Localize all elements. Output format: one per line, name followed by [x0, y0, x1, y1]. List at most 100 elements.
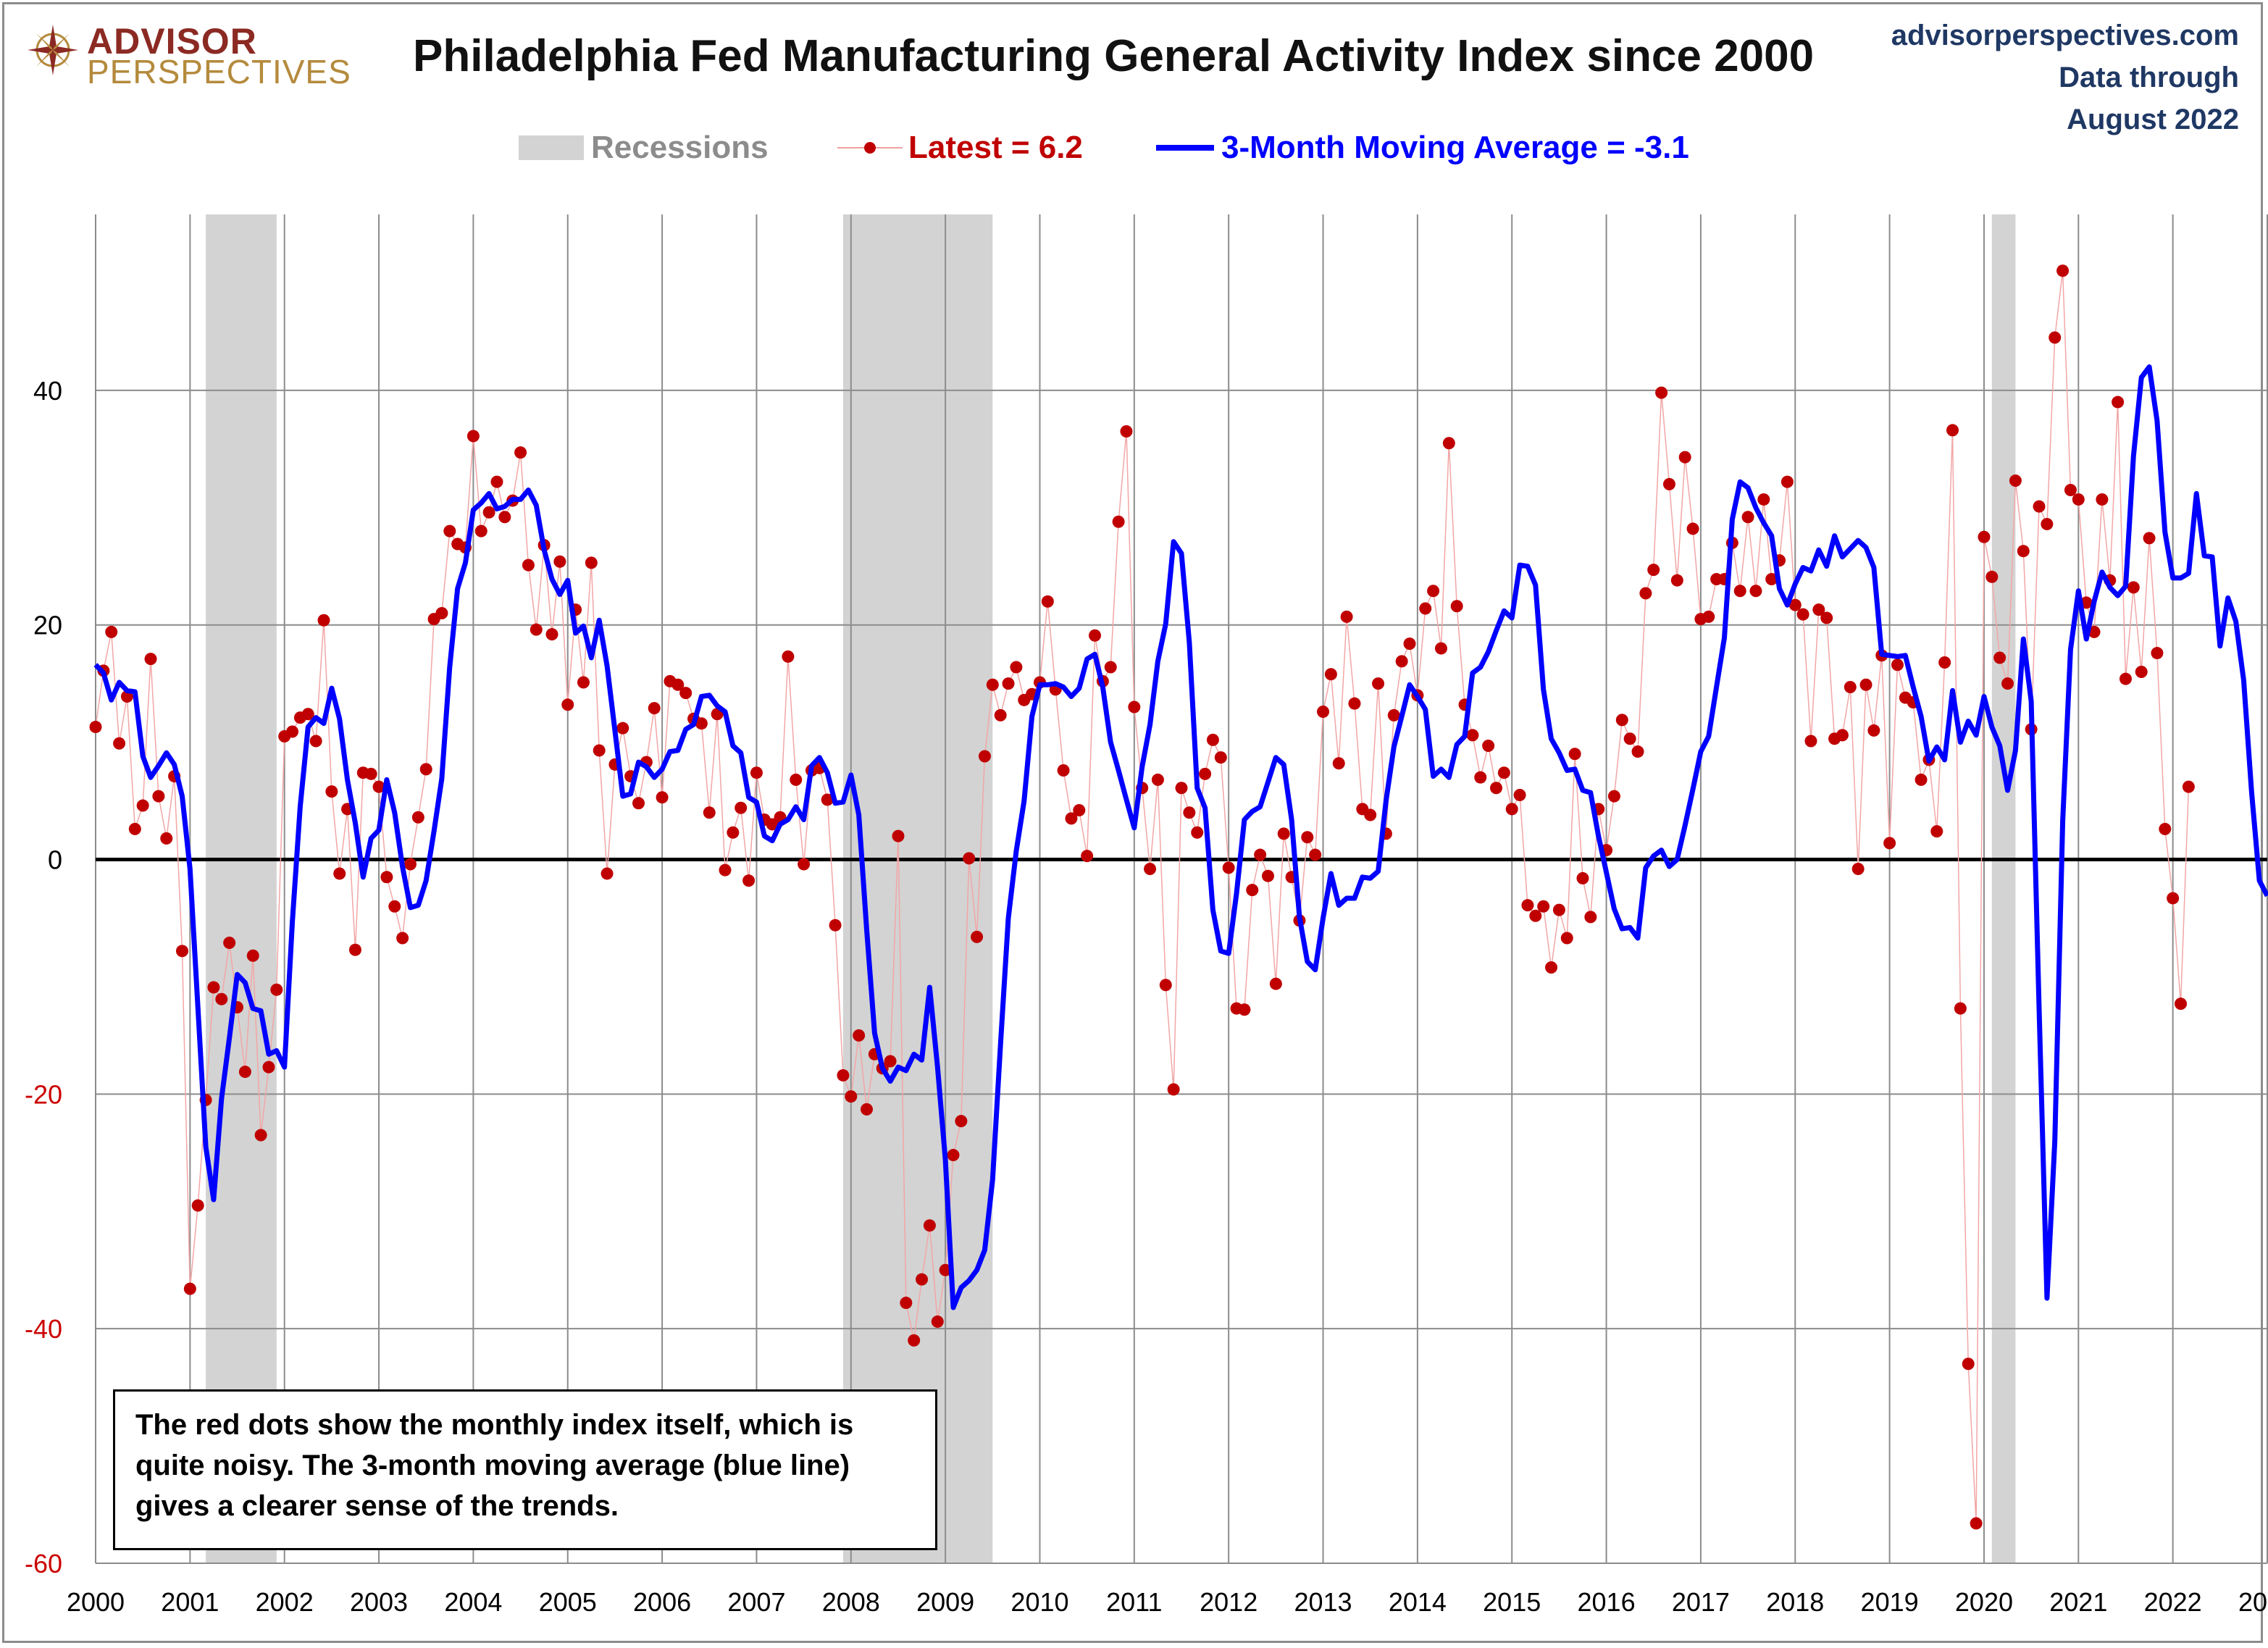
legend-recessions: Recessions: [519, 125, 769, 171]
monthly-dot-27: [301, 708, 314, 721]
monthly-dot-245: [2017, 545, 2030, 558]
monthly-dot-213: [1765, 573, 1778, 586]
monthly-dot-220: [1820, 611, 1833, 624]
x-tick-label-2015: 2015: [1483, 1587, 1541, 1617]
monthly-dot-54: [514, 446, 527, 459]
monthly-dot-60: [561, 698, 574, 711]
x-tick-label-2018: 2018: [1766, 1587, 1824, 1617]
monthly-dot-150: [1269, 977, 1282, 990]
legend-monthly-marker: [837, 142, 903, 154]
monthly-dot-185: [1545, 961, 1558, 974]
x-tick-label-2022: 2022: [2144, 1587, 2202, 1617]
monthly-dot-90: [798, 858, 811, 871]
monthly-dot-129: [1104, 661, 1117, 674]
monthly-dot-195: [1623, 732, 1636, 745]
monthly-dot-217: [1796, 608, 1809, 621]
monthly-dot-101: [884, 1055, 897, 1068]
monthly-dot-140: [1191, 826, 1204, 839]
monthly-dot-159: [1340, 610, 1353, 623]
x-axis-ticks: 2000 2001 2002 2003 2004 2005 2006 2007 2008 2009…: [67, 1587, 2268, 1617]
monthly-dot-177: [1482, 739, 1495, 752]
monthly-dot-131: [1120, 425, 1133, 438]
monthly-dot-249: [2049, 331, 2062, 344]
monthly-dot-31: [333, 867, 346, 880]
monthly-dot-170: [1427, 585, 1440, 598]
x-tick-label-2016: 2016: [1578, 1587, 1636, 1617]
monthly-dot-69: [632, 797, 645, 810]
monthly-dot-94: [829, 919, 842, 932]
monthly-dot-80: [719, 863, 732, 877]
monthly-dot-160: [1348, 697, 1361, 710]
x-tick-label-2007: 2007: [727, 1587, 785, 1617]
y-tick-label-40: 40: [33, 376, 62, 406]
monthly-dot-51: [490, 475, 503, 488]
monthly-dot-171: [1434, 642, 1447, 655]
monthly-dot-147: [1246, 884, 1259, 897]
monthly-dot-188: [1568, 748, 1581, 761]
monthly-dot-108: [939, 1263, 952, 1276]
monthly-dot-266: [2182, 780, 2195, 793]
monthly-dot-212: [1757, 493, 1770, 506]
monthly-dot-167: [1403, 637, 1416, 651]
monthly-dot-17: [223, 936, 236, 949]
y-tick-label-0: 0: [48, 845, 62, 875]
monthly-dot-15: [207, 981, 220, 994]
monthly-dot-55: [522, 559, 535, 572]
legend-moving-average: 3-Month Moving Average = -3.1: [1156, 125, 1689, 171]
monthly-dot-11: [175, 945, 188, 958]
monthly-dot-21: [254, 1129, 267, 1142]
monthly-dot-243: [2001, 677, 2014, 690]
legend-monthly-label: Latest = 6.2: [908, 130, 1083, 165]
monthly-dot-247: [2033, 500, 2046, 513]
monthly-dot-41: [411, 811, 424, 824]
monthly-dot-156: [1317, 706, 1330, 719]
x-tick-label-2011: 2011: [1106, 1587, 1162, 1617]
monthly-dot-179: [1497, 766, 1510, 779]
monthly-dot-183: [1529, 909, 1542, 922]
monthly-dot-228: [1883, 837, 1896, 850]
x-tick-label-2019: 2019: [1861, 1587, 1919, 1617]
x-tick-label-2008: 2008: [822, 1587, 880, 1617]
monthly-dot-157: [1324, 668, 1337, 681]
monthly-dot-72: [656, 791, 669, 804]
monthly-dot-45: [443, 524, 456, 538]
monthly-dot-71: [648, 702, 661, 715]
monthly-dot-265: [2175, 997, 2188, 1011]
monthly-dot-254: [2088, 625, 2101, 638]
monthly-dot-151: [1277, 827, 1290, 840]
monthly-dot-175: [1466, 729, 1479, 742]
monthly-dot-238: [1962, 1358, 1975, 1371]
moving-average-polyline: [93, 364, 2268, 1310]
monthly-dot-178: [1489, 782, 1502, 795]
monthly-dot-194: [1615, 714, 1628, 727]
monthly-dot-202: [1678, 451, 1691, 464]
monthly-dot-141: [1199, 767, 1212, 780]
monthly-dot-165: [1387, 708, 1400, 721]
monthly-dot-198: [1647, 564, 1660, 577]
monthly-dot-19: [238, 1066, 251, 1079]
monthly-dot-81: [727, 826, 740, 839]
monthly-dot-103: [900, 1297, 913, 1310]
monthly-dot-28: [309, 735, 322, 748]
monthly-dot-219: [1812, 603, 1825, 616]
x-tick-label-2013: 2013: [1294, 1587, 1352, 1617]
monthly-dot-33: [348, 943, 361, 956]
monthly-dot-105: [916, 1273, 929, 1286]
x-tick-label-2009: 2009: [916, 1587, 974, 1617]
monthly-dot-262: [2151, 647, 2164, 660]
x-tick-label-2004: 2004: [444, 1587, 502, 1617]
monthly-dot-169: [1419, 602, 1432, 615]
monthly-dot-189: [1576, 871, 1589, 884]
monthly-dot-201: [1670, 574, 1683, 587]
x-tick-label-2014: 2014: [1389, 1587, 1447, 1617]
monthly-dot-149: [1261, 869, 1274, 882]
x-tick-label-2005: 2005: [539, 1587, 597, 1617]
moving-average-line: [93, 364, 2268, 1310]
monthly-dot-83: [742, 874, 756, 887]
monthly-dot-123: [1057, 764, 1070, 777]
monthly-dot-199: [1655, 386, 1668, 399]
monthly-dot-89: [790, 773, 803, 786]
grid-lines: [95, 214, 2268, 1564]
monthly-dot-144: [1222, 861, 1235, 874]
monthly-dot-13: [191, 1199, 204, 1212]
